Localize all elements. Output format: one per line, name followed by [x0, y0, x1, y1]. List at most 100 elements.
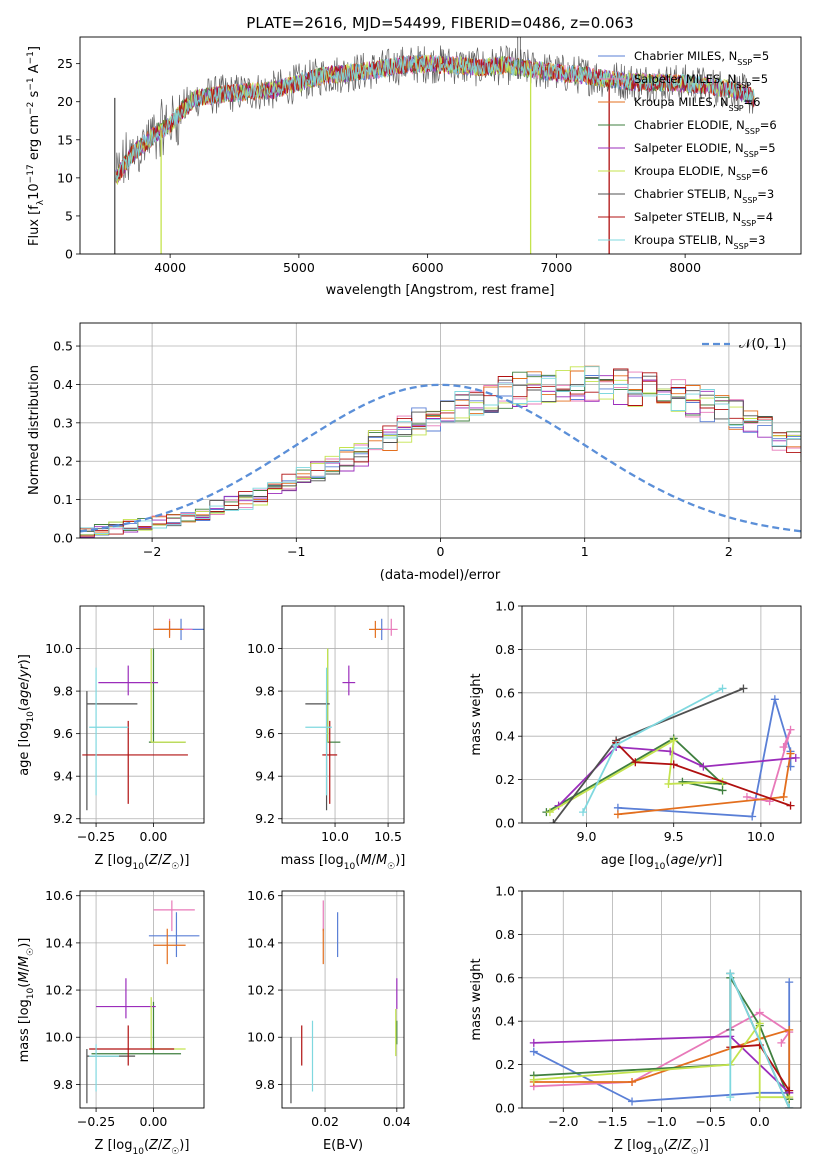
x-tick-label: 5000 — [283, 260, 315, 275]
x-tick-label: 10.0 — [321, 829, 349, 844]
weight-marker — [545, 808, 554, 817]
weight-marker — [699, 762, 708, 771]
weight-marker — [628, 1097, 637, 1106]
legend-label: Kroupa STELIB, NSSP=3 — [634, 233, 765, 251]
axes-mass_weight_vs_age: 9.0 9.5 10.0 0.0 0.2 0.4 0.6 0.8 1.0 age [log10(a… — [469, 599, 802, 872]
weight-marker — [742, 792, 751, 801]
y-tick-label: 10.0 — [247, 1030, 275, 1045]
y-tick-label: 1.0 — [495, 884, 515, 899]
weight-marker — [669, 736, 678, 745]
weight-marker — [786, 725, 795, 734]
x-axis-label: Z [log10(Z/Z☉)] — [95, 1138, 190, 1157]
axes-frame — [79, 605, 205, 824]
plot-area-mass_vs_Z — [86, 900, 200, 1104]
y-axis-label: Normed distribution — [27, 365, 42, 495]
y-tick-label: 10.4 — [45, 935, 73, 950]
y-tick-label: 0.0 — [53, 531, 73, 546]
y-tick-label: 0.4 — [495, 1014, 515, 1029]
legend-label: Kroupa MILES, NSSP=6 — [634, 95, 760, 113]
y-tick-label: 10.6 — [45, 888, 73, 903]
y-tick-label: 0.8 — [495, 927, 515, 942]
weight-marker — [755, 1008, 764, 1017]
weight-marker — [791, 753, 800, 762]
y-tick-label: 15 — [57, 132, 73, 147]
x-tick-label: −2.0 — [548, 1114, 578, 1129]
x-tick-label: 9.0 — [577, 829, 597, 844]
x-axis-label: E(B-V) — [323, 1138, 363, 1153]
axes-age_vs_Z: −0.25 0.00 9.2 9.4 9.6 9.8 10.0 Z [log10(Z/Z☉)]… — [17, 605, 205, 872]
weight-marker — [529, 1047, 538, 1056]
y-tick-label: 0.0 — [495, 1101, 515, 1116]
x-tick-label: 7000 — [540, 260, 572, 275]
x-tick-label: −1 — [287, 544, 305, 559]
x-tick-label: −0.25 — [77, 829, 115, 844]
y-tick-label: 0 — [65, 247, 73, 262]
y-tick-label: 0.2 — [53, 454, 73, 469]
axes-frame — [281, 605, 405, 824]
weight-marker — [770, 695, 779, 704]
x-tick-label: 2 — [725, 544, 733, 559]
weight-line — [549, 738, 723, 813]
y-tick-label: 20 — [57, 94, 73, 109]
legend-label: Salpeter STELIB, NSSP=4 — [634, 210, 773, 228]
y-tick-label: 10.2 — [247, 983, 275, 998]
x-axis-label: (data-model)/error — [380, 568, 501, 583]
x-tick-label: 0.00 — [140, 829, 168, 844]
x-tick-label: 0 — [437, 544, 445, 559]
x-tick-label: −0.25 — [77, 1114, 115, 1129]
x-tick-label: 0.04 — [383, 1114, 411, 1129]
legend-label: Chabrier ELODIE, NSSP=6 — [634, 118, 777, 136]
y-tick-label: 10.4 — [247, 935, 275, 950]
weight-marker — [726, 1093, 735, 1102]
weight-marker — [755, 1019, 764, 1028]
axes-frame — [521, 890, 802, 1109]
y-tick-label: 9.8 — [53, 684, 73, 699]
plot-area-spectrum — [114, 37, 755, 254]
plot-area-mass_weight_vs_age — [542, 684, 800, 823]
plot-area-age_vs_mass — [305, 618, 398, 811]
weight-marker — [786, 749, 795, 758]
histogram-step — [80, 371, 801, 532]
x-tick-label: −0.5 — [695, 1114, 725, 1129]
y-axis-label: Flux [fλ10−17 erg cm−2 s−1 A−1] — [26, 46, 46, 246]
x-tick-label: 4000 — [154, 260, 186, 275]
legend-label: 𝒩(0, 1) — [739, 337, 786, 352]
y-tick-label: 10.0 — [45, 641, 73, 656]
weight-line — [545, 737, 725, 813]
weight-marker — [631, 758, 640, 767]
x-axis-label: age [log10(age/yr)] — [601, 853, 723, 872]
x-tick-label: 1 — [581, 544, 589, 559]
y-tick-label: 9.4 — [255, 769, 275, 784]
weight-marker — [739, 684, 748, 693]
y-tick-label: 0.4 — [53, 377, 73, 392]
spectrum-line — [115, 54, 755, 182]
y-tick-label: 1.0 — [495, 599, 515, 614]
weight-marker — [613, 810, 622, 819]
weight-marker — [664, 779, 673, 788]
axes-mass_vs_Z: −0.25 0.00 9.8 10.0 10.2 10.4 10.6 Z [log10(Z/Z… — [17, 888, 205, 1157]
x-tick-label: 0.00 — [140, 1114, 168, 1129]
axes-residuals: −2 −1 0 1 2 0.0 0.1 0.2 0.3 0.4 0.5 𝒩(0, 1) (data-mo… — [27, 322, 802, 583]
y-tick-label: 0.8 — [495, 642, 515, 657]
x-tick-label: 6000 — [412, 260, 444, 275]
weight-marker — [785, 1086, 794, 1095]
x-tick-label: 0.0 — [750, 1114, 770, 1129]
x-tick-label: 8000 — [669, 260, 701, 275]
x-axis-label: Z [log10(Z/Z☉)] — [95, 853, 190, 872]
weight-marker — [529, 1038, 538, 1047]
y-tick-label: 0.2 — [495, 772, 515, 787]
y-axis-label: mass weight — [469, 673, 484, 755]
weight-marker — [612, 740, 621, 749]
y-tick-label: 0.2 — [495, 1057, 515, 1072]
x-axis-label: Z [log10(Z/Z☉)] — [614, 1138, 709, 1157]
histogram-step — [80, 366, 801, 536]
y-tick-label: 10.0 — [45, 1030, 73, 1045]
figure-title: PLATE=2616, MJD=54499, FIBERID=0486, z=0… — [246, 14, 633, 32]
axes-age_vs_mass: 10.0 10.5 9.2 9.4 9.6 9.8 10.0 mass [log10(M/M☉… — [247, 605, 405, 872]
axes-spectrum: 4000 5000 6000 7000 8000 0 5 10 15 20 25 Chabrier M… — [26, 36, 802, 298]
weight-marker — [755, 1093, 764, 1102]
y-tick-label: 0.6 — [495, 685, 515, 700]
y-tick-label: 25 — [57, 56, 73, 71]
